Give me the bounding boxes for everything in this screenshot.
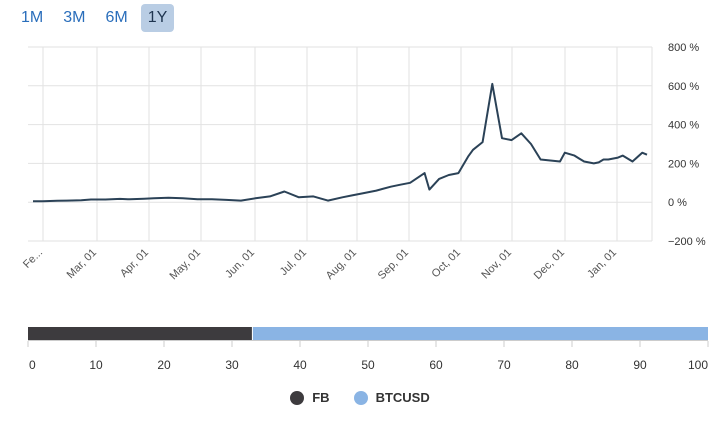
x-tick-label: Nov, 01: [479, 247, 514, 282]
x-tick-label: Aug, 01: [324, 247, 359, 282]
y-tick-label: 400 %: [668, 120, 699, 132]
x-tick-label: Jan, 01: [585, 247, 619, 281]
bar-segment-fb[interactable]: [28, 327, 253, 340]
legend-item-fb[interactable]: FB: [290, 390, 330, 405]
x-tick-label: May, 01: [168, 247, 204, 283]
stacked-bar: [28, 327, 708, 341]
legend-label-btcusd: BTCUSD: [375, 390, 430, 405]
legend-marker-btcusd: [353, 390, 368, 405]
legend-item-btcusd[interactable]: BTCUSD: [353, 390, 430, 405]
grid-lines: [28, 46, 653, 242]
bar-tick-label: 50: [361, 358, 375, 372]
x-axis-ticks: Fe... Mar, 01 Apr, 01 May, 01 Jun, 01 Jul, 01…: [21, 247, 619, 283]
bar-tick-label: 0: [29, 358, 36, 372]
bar-tick-label: 80: [565, 358, 579, 372]
range-button-3m[interactable]: 3M: [56, 4, 92, 32]
bar-tick-label: 40: [293, 358, 307, 372]
bar-tick-label: 60: [429, 358, 443, 372]
range-selector: 1M 3M 6M 1Y: [14, 4, 175, 34]
bar-tick-label: 70: [497, 358, 511, 372]
range-button-1m[interactable]: 1M: [14, 4, 50, 32]
x-tick-label: Fe...: [21, 247, 45, 271]
series-line: [33, 82, 648, 203]
legend: FB BTCUSD: [0, 390, 720, 405]
x-tick-label: Sep, 01: [376, 247, 411, 282]
y-tick-label: −200 %: [668, 236, 706, 248]
y-tick-label: 0 %: [668, 197, 687, 209]
x-tick-label: Oct, 01: [430, 247, 464, 281]
bar-tick-label: 30: [225, 358, 239, 372]
x-tick-label: Mar, 01: [65, 247, 99, 281]
x-tick-label: Jul, 01: [278, 247, 309, 278]
bar-tick-label: 10: [89, 358, 103, 372]
y-axis-ticks: 800 % 600 % 400 % 200 % 0 % −200 %: [668, 42, 706, 248]
bar-tick-label: 90: [633, 358, 647, 372]
y-tick-label: 200 %: [668, 158, 699, 170]
bar-tick-label: 100: [688, 358, 708, 372]
legend-label-fb: FB: [312, 390, 330, 405]
range-button-6m[interactable]: 6M: [98, 4, 134, 32]
bar-segment-btcusd[interactable]: [252, 327, 708, 340]
x-tick-label: Jun, 01: [223, 247, 257, 281]
y-tick-label: 600 %: [668, 81, 699, 93]
bar-tick-label: 20: [157, 358, 171, 372]
range-button-1y[interactable]: 1Y: [140, 4, 175, 32]
x-tick-label: Apr, 01: [118, 247, 151, 280]
y-tick-label: 800 %: [668, 42, 699, 54]
x-tick-label: Dec, 01: [532, 247, 567, 282]
legend-marker-fb: [290, 390, 305, 405]
bar-axis-ticks: 0 10 20 30 40 50 60 70 80 90 100: [27, 341, 709, 372]
